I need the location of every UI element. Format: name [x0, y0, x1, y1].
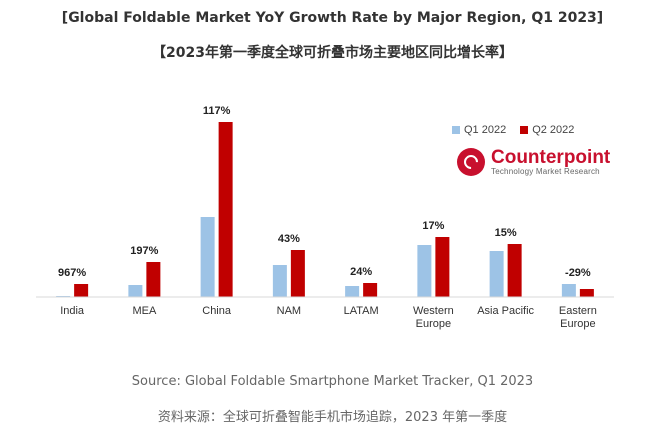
legend-item-q1: Q1 2022 — [452, 124, 506, 136]
legend-label-q2: Q2 2022 — [532, 124, 575, 136]
bar-q1 — [345, 286, 360, 297]
category-label: MEA — [132, 305, 157, 317]
data-label: 17% — [422, 220, 444, 232]
bar-q1 — [489, 251, 504, 297]
legend-item-q2: Q2 2022 — [520, 124, 574, 136]
category-label: Asia Pacific — [477, 305, 534, 317]
counterpoint-logo-icon — [457, 148, 485, 177]
bar-q2 — [146, 262, 161, 297]
bar-q1 — [272, 265, 287, 297]
data-label: 15% — [495, 227, 517, 239]
category-label: Europe — [416, 318, 451, 330]
data-label: -29% — [565, 267, 591, 279]
data-label: 117% — [203, 105, 231, 117]
chart-title: [Global Foldable Market YoY Growth Rate … — [61, 10, 604, 26]
legend-swatch-q2 — [520, 126, 529, 134]
source-note-cn: 资料来源：全球可折叠智能手机市场追踪，2023 年第一季度 — [157, 410, 508, 425]
counterpoint-logo: Counterpoint Technology Market Research — [457, 147, 611, 177]
bar-q2 — [74, 284, 89, 297]
bar-q2 — [579, 289, 594, 297]
data-label: 197% — [130, 245, 158, 257]
bar-q1 — [561, 284, 576, 297]
category-label: Western — [413, 305, 454, 317]
category-label: LATAM — [344, 305, 379, 317]
data-label: 43% — [278, 233, 300, 245]
bar-q1 — [200, 217, 215, 297]
source-note: Source: Global Foldable Smartphone Marke… — [131, 374, 534, 389]
category-label: NAM — [277, 305, 301, 317]
bar-q2 — [363, 283, 378, 297]
bar-q2 — [218, 122, 233, 297]
bar-q1 — [417, 245, 432, 297]
bar-q2 — [290, 250, 305, 297]
bar-q1 — [128, 285, 143, 297]
category-label: Europe — [560, 318, 595, 330]
category-label: China — [202, 305, 232, 317]
data-label: 24% — [350, 266, 372, 278]
category-label: India — [60, 305, 85, 317]
legend-label-q1: Q1 2022 — [464, 124, 507, 136]
brand-tagline: Technology Market Research — [491, 166, 600, 176]
data-label: 967% — [58, 267, 86, 279]
category-label: Eastern — [559, 305, 597, 317]
legend-swatch-q1 — [452, 126, 460, 134]
bar-q2 — [435, 237, 450, 297]
bar-q2 — [507, 244, 522, 297]
brand-name: Counterpoint — [491, 147, 611, 168]
legend: Q1 2022 Q2 2022 — [452, 124, 574, 136]
bar-chart: 967% India 197% MEA 117% China 43% NAM 24% LATAM 1… — [36, 105, 614, 330]
chart-subtitle: 【2023年第一季度全球可折叠市场主要地区同比增长率】 — [152, 45, 513, 61]
